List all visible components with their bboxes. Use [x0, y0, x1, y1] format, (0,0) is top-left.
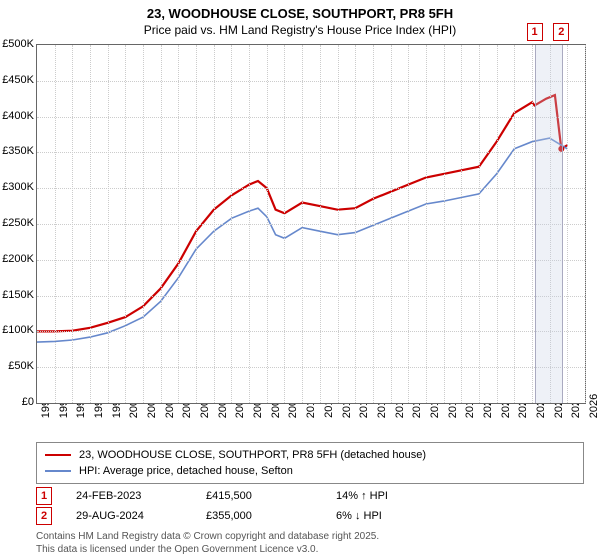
data-point-date: 24-FEB-2023: [76, 490, 206, 502]
chart-subtitle: Price paid vs. HM Land Registry's House …: [0, 23, 600, 41]
data-points-table: 1 24-FEB-2023£415,50014% ↑ HPI 2 29-AUG-202…: [36, 486, 466, 526]
chart-legend: 23, WOODHOUSE CLOSE, SOUTHPORT, PR8 5FH …: [36, 442, 584, 484]
grid-line-v: [320, 45, 321, 403]
grid-line-v: [196, 45, 197, 403]
grid-line-v: [143, 45, 144, 403]
chart-title: 23, WOODHOUSE CLOSE, SOUTHPORT, PR8 5FH: [0, 0, 600, 23]
grid-line-v: [90, 45, 91, 403]
annotation-marker: 1: [527, 23, 543, 41]
y-tick-label: £400K: [0, 110, 34, 122]
x-tick-label: 2026: [588, 394, 600, 418]
grid-line-v: [284, 45, 285, 403]
chart-plot-area: 12: [36, 44, 586, 404]
grid-line-h: [37, 331, 585, 332]
grid-line-v: [125, 45, 126, 403]
legend-label: HPI: Average price, detached house, Seft…: [79, 465, 293, 477]
grid-line-v: [585, 45, 586, 403]
data-point-change: 14% ↑ HPI: [336, 490, 466, 502]
data-point-row: 2 29-AUG-2024£355,0006% ↓ HPI: [36, 506, 466, 526]
y-tick-label: £250K: [0, 217, 34, 229]
data-point-row: 1 24-FEB-2023£415,50014% ↑ HPI: [36, 486, 466, 506]
grid-line-h: [37, 81, 585, 82]
y-tick-label: £0: [0, 396, 34, 408]
grid-line-v: [161, 45, 162, 403]
grid-line-v: [302, 45, 303, 403]
grid-line-v: [267, 45, 268, 403]
grid-line-v: [391, 45, 392, 403]
y-tick-label: £50K: [0, 360, 34, 372]
y-tick-label: £450K: [0, 74, 34, 86]
y-tick-label: £150K: [0, 289, 34, 301]
legend-item: 23, WOODHOUSE CLOSE, SOUTHPORT, PR8 5FH …: [45, 447, 575, 463]
grid-line-v: [461, 45, 462, 403]
grid-line-v: [249, 45, 250, 403]
grid-line-h: [37, 152, 585, 153]
grid-line-v: [355, 45, 356, 403]
grid-line-h: [37, 224, 585, 225]
grid-line-v: [231, 45, 232, 403]
grid-line-h: [37, 260, 585, 261]
grid-line-v: [108, 45, 109, 403]
data-point-price: £355,000: [206, 510, 336, 522]
highlight-band: [535, 45, 564, 403]
y-tick-label: £200K: [0, 253, 34, 265]
grid-line-v: [497, 45, 498, 403]
data-point-marker: 1: [36, 487, 52, 505]
legend-swatch: [45, 470, 71, 472]
legend-label: 23, WOODHOUSE CLOSE, SOUTHPORT, PR8 5FH …: [79, 449, 426, 461]
grid-line-v: [567, 45, 568, 403]
grid-line-v: [55, 45, 56, 403]
data-point-date: 29-AUG-2024: [76, 510, 206, 522]
data-point-change: 6% ↓ HPI: [336, 510, 466, 522]
grid-line-v: [426, 45, 427, 403]
grid-line-h: [37, 117, 585, 118]
grid-line-v: [408, 45, 409, 403]
data-point-price: £415,500: [206, 490, 336, 502]
annotation-marker: 2: [553, 23, 569, 41]
data-point-marker: 2: [36, 507, 52, 525]
grid-line-v: [373, 45, 374, 403]
legend-swatch: [45, 454, 71, 456]
grid-line-v: [532, 45, 533, 403]
grid-line-v: [214, 45, 215, 403]
y-tick-label: £100K: [0, 324, 34, 336]
grid-line-v: [444, 45, 445, 403]
grid-line-v: [479, 45, 480, 403]
grid-line-v: [338, 45, 339, 403]
grid-line-h: [37, 296, 585, 297]
footer-line-2: This data is licensed under the Open Gov…: [36, 543, 379, 556]
grid-line-h: [37, 367, 585, 368]
legend-item: HPI: Average price, detached house, Seft…: [45, 463, 575, 479]
grid-line-v: [514, 45, 515, 403]
grid-line-h: [37, 188, 585, 189]
footer-attribution: Contains HM Land Registry data © Crown c…: [36, 530, 379, 556]
y-tick-label: £350K: [0, 145, 34, 157]
y-tick-label: £300K: [0, 181, 34, 193]
y-tick-label: £500K: [0, 38, 34, 50]
grid-line-v: [72, 45, 73, 403]
grid-line-v: [178, 45, 179, 403]
footer-line-1: Contains HM Land Registry data © Crown c…: [36, 530, 379, 543]
